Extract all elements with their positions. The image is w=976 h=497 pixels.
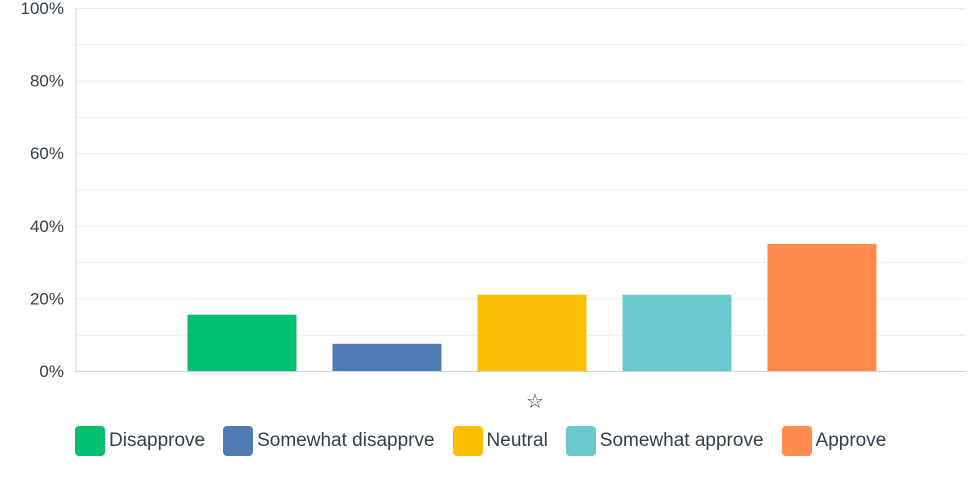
legend-item[interactable]: Somewhat disapprve <box>223 426 435 456</box>
legend-swatch <box>781 426 812 456</box>
bar-chart: 0% 20% 40% 60% 80% 100% ☆ <box>21 0 966 413</box>
legend-label: Neutral <box>486 430 548 451</box>
legend-item[interactable]: Neutral <box>452 426 548 456</box>
star-outline-icon: ☆ <box>526 389 544 413</box>
y-tick-label: 60% <box>30 144 64 163</box>
legend-item[interactable]: Somewhat approve <box>565 426 764 456</box>
legend: Disapprove Somewhat disapprve Neutral Somew… <box>75 426 955 456</box>
bar-approve[interactable] <box>767 243 877 371</box>
y-tick-label: 20% <box>30 289 64 308</box>
y-tick-label: 100% <box>21 0 64 18</box>
legend-swatch <box>75 426 105 456</box>
legend-item[interactable]: Disapprove <box>75 426 205 456</box>
gridlines <box>76 8 966 336</box>
y-tick-label: 40% <box>30 217 64 236</box>
legend-swatch <box>223 426 254 456</box>
bars <box>187 243 877 371</box>
bar-neutral[interactable] <box>477 294 587 371</box>
bar-disapprove[interactable] <box>187 314 297 371</box>
y-tick-label: 0% <box>39 362 64 381</box>
bar-somewhat-disapprve[interactable] <box>332 343 442 371</box>
legend-swatch <box>452 426 483 456</box>
legend-label: Disapprove <box>109 430 206 451</box>
legend-label: Somewhat disapprve <box>257 430 435 451</box>
legend-item[interactable]: Approve <box>781 426 887 456</box>
y-tick-label: 80% <box>30 72 64 91</box>
bar-somewhat-approve[interactable] <box>622 294 732 371</box>
legend-label: Approve <box>815 430 887 451</box>
y-tick-labels: 0% 20% 40% 60% 80% 100% <box>21 0 64 381</box>
legend-label: Somewhat approve <box>599 430 764 451</box>
legend-swatch <box>565 426 596 456</box>
